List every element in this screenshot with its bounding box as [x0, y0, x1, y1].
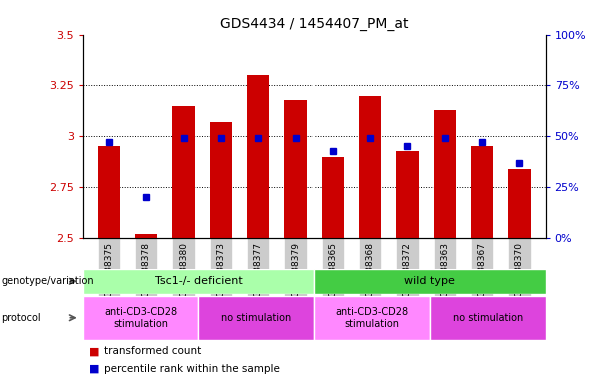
Bar — [471, 146, 493, 238]
Bar — [433, 110, 456, 238]
Text: anti-CD3-CD28
stimulation: anti-CD3-CD28 stimulation — [335, 307, 409, 329]
Bar — [314, 296, 430, 340]
Bar — [135, 234, 158, 238]
Bar — [83, 296, 199, 340]
Bar — [97, 146, 120, 238]
Text: no stimulation: no stimulation — [452, 313, 523, 323]
Text: Tsc1-/- deficient: Tsc1-/- deficient — [154, 276, 242, 286]
Bar — [284, 100, 306, 238]
Bar — [83, 269, 314, 294]
Text: transformed count: transformed count — [104, 346, 202, 356]
Bar — [322, 157, 344, 238]
Text: no stimulation: no stimulation — [221, 313, 291, 323]
Bar — [396, 151, 419, 238]
Text: ■: ■ — [89, 364, 99, 374]
Text: genotype/variation: genotype/variation — [1, 276, 94, 286]
Bar — [199, 296, 314, 340]
Bar — [210, 122, 232, 238]
Bar — [172, 106, 195, 238]
Bar — [430, 296, 546, 340]
Bar — [508, 169, 531, 238]
Title: GDS4434 / 1454407_PM_at: GDS4434 / 1454407_PM_at — [220, 17, 408, 31]
Bar — [247, 75, 269, 238]
Bar — [314, 269, 546, 294]
Text: ■: ■ — [89, 346, 99, 356]
Text: wild type: wild type — [405, 276, 455, 286]
Text: percentile rank within the sample: percentile rank within the sample — [104, 364, 280, 374]
Text: anti-CD3-CD28
stimulation: anti-CD3-CD28 stimulation — [104, 307, 177, 329]
Text: protocol: protocol — [1, 313, 41, 323]
Bar — [359, 96, 381, 238]
